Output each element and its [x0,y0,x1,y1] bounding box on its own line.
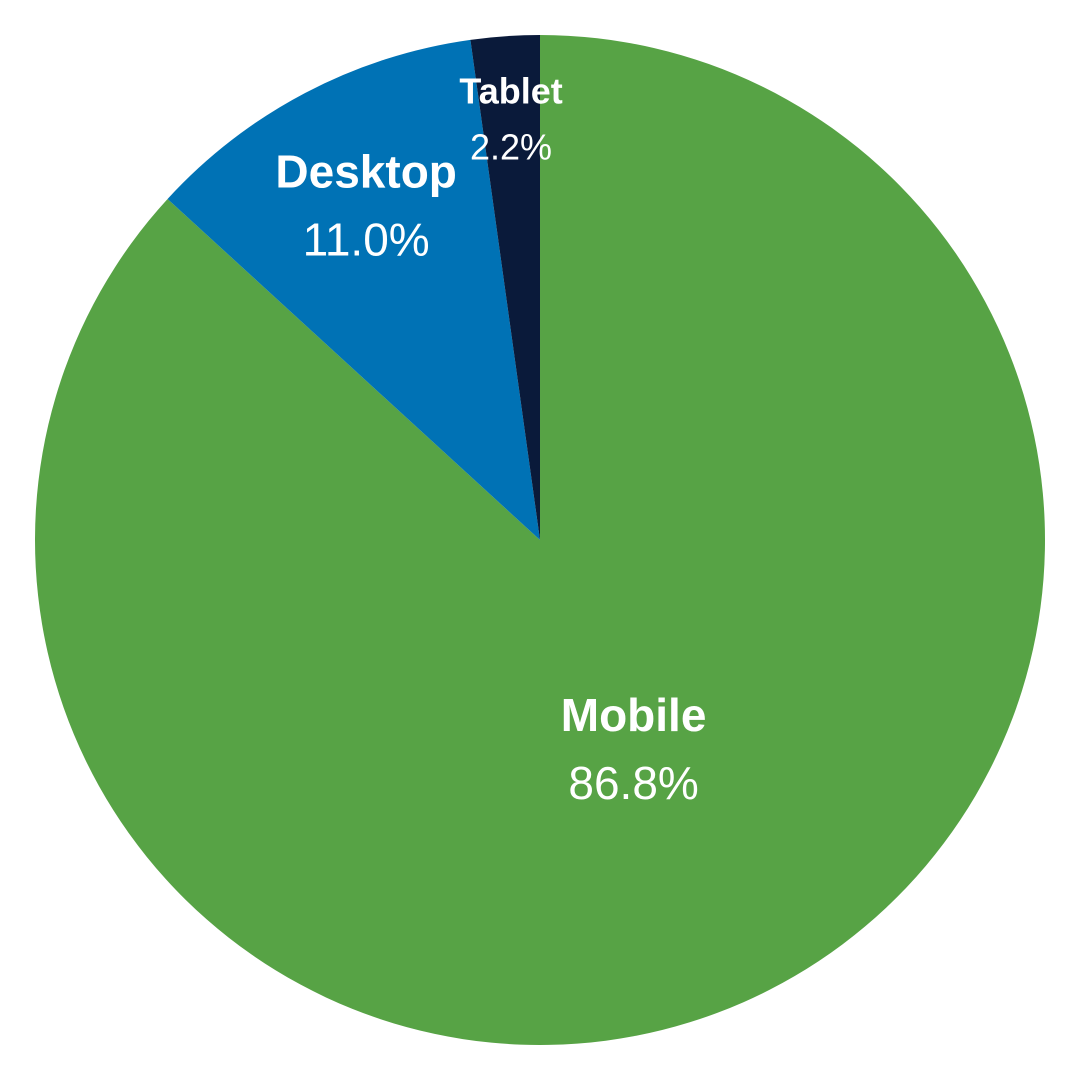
pie-slice [167,39,540,540]
pie-slice [470,35,540,540]
slice-value-label: 86.8% [568,757,698,809]
slice-value-label: 11.0% [303,213,430,265]
pie-slice [34,35,1045,1046]
slice-label: Mobile [561,689,707,741]
slice-label: Desktop [275,145,456,197]
slice-label: Tablet [459,70,562,111]
slice-value-label: 2.2% [470,126,552,167]
